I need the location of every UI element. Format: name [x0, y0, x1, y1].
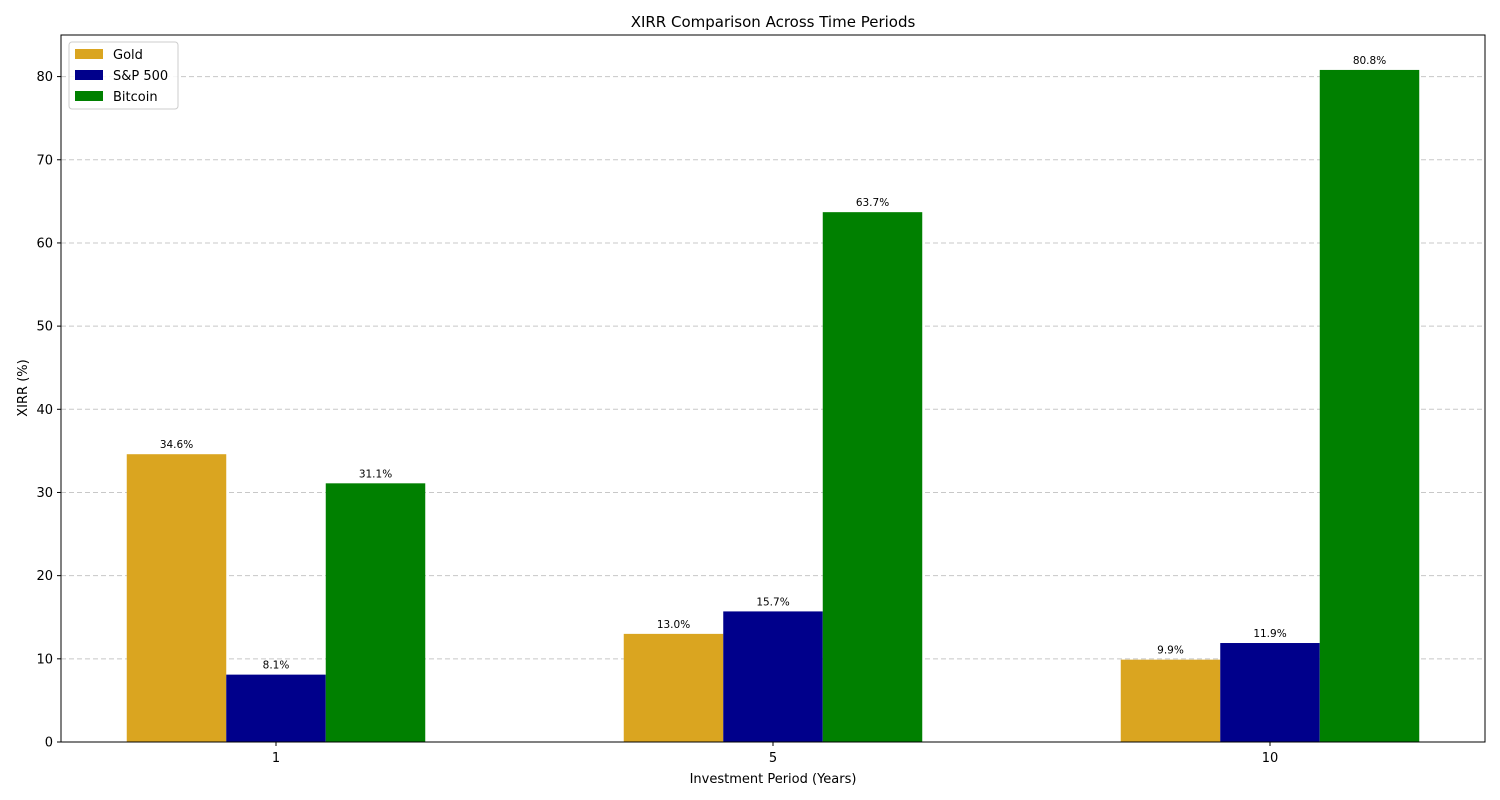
y-tick-label: 30 — [36, 486, 53, 501]
data-label: 13.0% — [657, 619, 690, 631]
data-label: 15.7% — [756, 596, 789, 608]
data-label: 11.9% — [1253, 628, 1286, 640]
bar-bitcoin-5 — [822, 212, 923, 742]
data-label: 31.1% — [359, 468, 392, 480]
legend-swatch — [75, 70, 103, 80]
bars — [126, 69, 1420, 742]
bar-gold-5 — [623, 633, 724, 742]
legend-swatch — [75, 49, 103, 59]
y-axis-label: XIRR (%) — [16, 359, 31, 416]
data-label: 8.1% — [263, 660, 290, 672]
y-tick-label: 40 — [36, 403, 53, 418]
bar-gold-1 — [126, 454, 227, 742]
legend: Gold S&P 500 Bitcoin — [68, 41, 179, 110]
y-tick-label: 70 — [36, 153, 53, 168]
x-tick-label: 10 — [1262, 751, 1279, 766]
bar-s-p-500-10 — [1220, 643, 1320, 742]
legend-entry: Bitcoin — [113, 90, 158, 105]
legend-entry: Gold — [113, 48, 143, 63]
y-tick-label: 0 — [45, 736, 53, 751]
legend-swatch — [75, 91, 103, 101]
bar-bitcoin-10 — [1319, 69, 1420, 742]
bar-s-p-500-1 — [226, 674, 326, 742]
bar-bitcoin-1 — [325, 483, 426, 742]
legend-entry: S&P 500 — [113, 69, 168, 84]
y-tick-label: 50 — [36, 320, 53, 335]
data-label: 63.7% — [856, 197, 889, 209]
x-tick-label: 5 — [769, 751, 777, 766]
y-tick-label: 60 — [36, 236, 53, 251]
y-tick-label: 80 — [36, 70, 53, 85]
data-labels: 34.6% 13.0% 9.9% 8.1% 15.7% 11.9% 31.1% 63.7% 80… — [160, 55, 1386, 672]
chart-title: XIRR Comparison Across Time Periods — [631, 13, 916, 31]
y-tick-label: 20 — [36, 569, 53, 584]
bar-s-p-500-5 — [723, 611, 823, 742]
x-axis-label: Investment Period (Years) — [690, 772, 857, 787]
data-label: 34.6% — [160, 439, 193, 451]
grid — [61, 76, 1485, 660]
x-axis: 1 5 10 — [272, 742, 1278, 766]
data-label: 9.9% — [1157, 645, 1184, 657]
y-tick-label: 10 — [36, 652, 53, 667]
x-tick-label: 1 — [272, 751, 280, 766]
data-label: 80.8% — [1353, 55, 1386, 67]
y-axis: 0 10 20 30 40 50 60 70 80 — [36, 70, 61, 751]
bar-gold-10 — [1120, 659, 1221, 742]
